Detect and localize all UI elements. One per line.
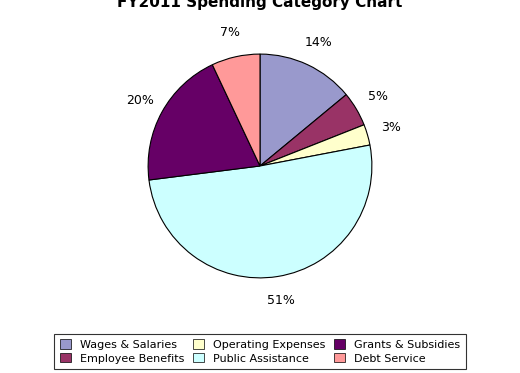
Text: 5%: 5% [368, 90, 387, 103]
Text: 3%: 3% [381, 121, 401, 134]
Text: 51%: 51% [267, 294, 295, 307]
Legend: Wages & Salaries, Employee Benefits, Operating Expenses, Public Assistance, Gran: Wages & Salaries, Employee Benefits, Ope… [54, 334, 466, 369]
Wedge shape [260, 54, 346, 166]
Wedge shape [148, 65, 260, 180]
Wedge shape [149, 145, 372, 278]
Wedge shape [260, 125, 370, 166]
Wedge shape [212, 54, 260, 166]
Text: 7%: 7% [220, 26, 240, 39]
Text: 14%: 14% [304, 36, 332, 49]
Wedge shape [260, 95, 364, 166]
Title: FY2011 Spending Category Chart: FY2011 Spending Category Chart [118, 0, 402, 10]
Text: 20%: 20% [126, 94, 154, 107]
